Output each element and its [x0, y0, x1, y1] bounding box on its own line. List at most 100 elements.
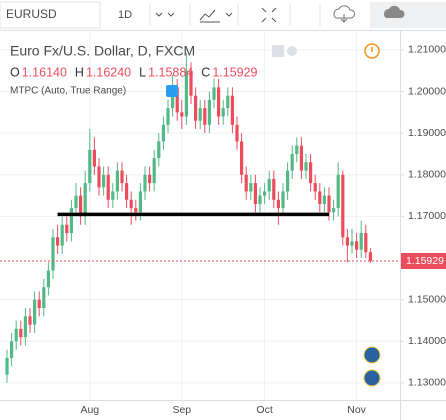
candle-body: [23, 316, 27, 338]
candle-body: [221, 108, 225, 117]
ohlc-value: 1.15929: [212, 65, 257, 79]
ohlc-key: H: [75, 65, 84, 79]
candle-body: [359, 233, 363, 250]
candle-body: [60, 224, 64, 246]
y-tick-label: 1.13000: [408, 377, 446, 389]
indicator-label: MTPC (Auto, True Range): [10, 86, 126, 97]
ohlc-key: L: [139, 65, 146, 79]
candle-body: [350, 241, 354, 246]
candle-body: [125, 183, 129, 200]
x-tick-label: Nov: [347, 404, 366, 416]
candle-body: [226, 95, 230, 109]
candle-body: [272, 178, 276, 200]
x-tick-label: Sep: [172, 404, 191, 416]
candle-body: [152, 158, 156, 184]
candle-body: [111, 191, 115, 200]
ohlc-legend: O 1.16140 H 1.16240 L 1.15884 C 1.15929: [10, 65, 258, 79]
candle-body: [157, 141, 161, 159]
candle-body: [56, 237, 60, 246]
candle-body: [276, 199, 280, 209]
candle-body: [92, 149, 96, 167]
x-tick-label: Aug: [80, 404, 99, 416]
candle-body: [341, 174, 345, 238]
candle-body: [290, 153, 294, 171]
indicator-icon[interactable]: [166, 85, 178, 97]
candle-body: [184, 70, 188, 117]
candle-body: [194, 95, 198, 121]
candle-body: [295, 145, 299, 154]
candle-body: [322, 195, 326, 204]
candle-body: [79, 195, 83, 217]
candle-body: [10, 341, 14, 358]
candle-body: [161, 124, 165, 142]
candle-body: [134, 208, 138, 213]
ohlc-value: 1.15884: [148, 65, 193, 79]
candle-body: [313, 183, 317, 192]
candle-body: [120, 170, 124, 184]
fullscreen-icon[interactable]: [261, 7, 277, 23]
chart-title: Euro Fx/U.S. Dollar, D, FXCM: [10, 43, 195, 59]
candle-body: [129, 199, 133, 209]
ohlc-key: C: [201, 65, 210, 79]
interval[interactable]: 1D: [118, 9, 132, 21]
candle-body: [304, 162, 308, 171]
dropdown-arrows[interactable]: [155, 12, 233, 17]
candle-body: [5, 357, 9, 375]
alert-icon[interactable]: [364, 43, 380, 59]
candle-body: [299, 145, 303, 171]
candle-body: [364, 233, 368, 253]
last-price-label: 1.15929: [406, 255, 444, 267]
event-icon[interactable]: [363, 369, 381, 387]
save-area: [370, 2, 446, 28]
candle-body: [138, 191, 142, 213]
candle-body: [180, 112, 184, 117]
candle-body: [318, 191, 322, 204]
candle-body: [42, 287, 46, 308]
settings-icon[interactable]: [272, 45, 284, 57]
candle-body: [230, 95, 234, 125]
candle-body: [281, 191, 285, 209]
candle-body: [46, 270, 50, 288]
y-tick-label: 1.19000: [408, 127, 446, 139]
candle-body: [267, 178, 271, 192]
candle-body: [207, 99, 211, 125]
y-tick-label: 1.21000: [408, 44, 446, 56]
candle-body: [97, 166, 101, 188]
event-icon[interactable]: [363, 346, 381, 364]
close-icon[interactable]: [287, 46, 297, 56]
candle-body: [327, 195, 331, 213]
candle-body: [258, 195, 262, 204]
candle-body: [198, 108, 202, 121]
candle-body: [309, 162, 313, 184]
symbol[interactable]: EURUSD: [6, 7, 57, 21]
candle-body: [69, 208, 73, 234]
candle-body: [148, 174, 152, 184]
ohlc-value: 1.16240: [86, 65, 131, 79]
candle-body: [74, 195, 78, 209]
candle-body: [175, 87, 179, 113]
candle-body: [65, 224, 69, 234]
y-tick-label: 1.18000: [408, 169, 446, 181]
y-tick-label: 1.17000: [408, 210, 446, 222]
cloud-download[interactable]: [333, 5, 355, 23]
y-tick-label: 1.14000: [408, 335, 446, 347]
x-tick-label: Oct: [256, 404, 272, 416]
candle-body: [88, 149, 92, 184]
candle-body: [106, 174, 110, 200]
ohlc-key: O: [10, 65, 20, 79]
cloud-upload[interactable]: [384, 5, 405, 19]
y-tick-label: 1.20000: [408, 85, 446, 97]
candle-body: [217, 87, 221, 117]
candle-body: [83, 183, 87, 217]
candle-body: [368, 252, 372, 262]
symbol-box[interactable]: [0, 1, 101, 29]
candle-body: [249, 183, 253, 192]
overlays: [0, 212, 400, 262]
candle-body: [244, 174, 248, 192]
candle-body: [14, 328, 18, 342]
candle-body: [28, 316, 32, 325]
indicators-icon[interactable]: [199, 9, 220, 23]
candle-body: [189, 70, 193, 96]
candle-body: [37, 299, 41, 308]
